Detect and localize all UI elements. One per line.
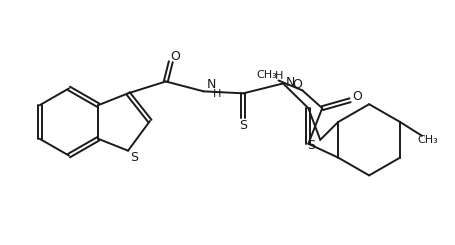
Text: S: S [307,139,315,152]
Text: O: O [352,90,362,103]
Text: CH₃: CH₃ [256,70,277,80]
Text: CH₃: CH₃ [418,135,438,145]
Text: N: N [286,76,295,89]
Text: O: O [293,78,302,91]
Text: S: S [239,120,248,133]
Text: N: N [207,78,216,91]
Text: H: H [212,89,221,99]
Text: S: S [130,151,138,164]
Text: O: O [170,50,180,63]
Text: H: H [275,71,283,81]
